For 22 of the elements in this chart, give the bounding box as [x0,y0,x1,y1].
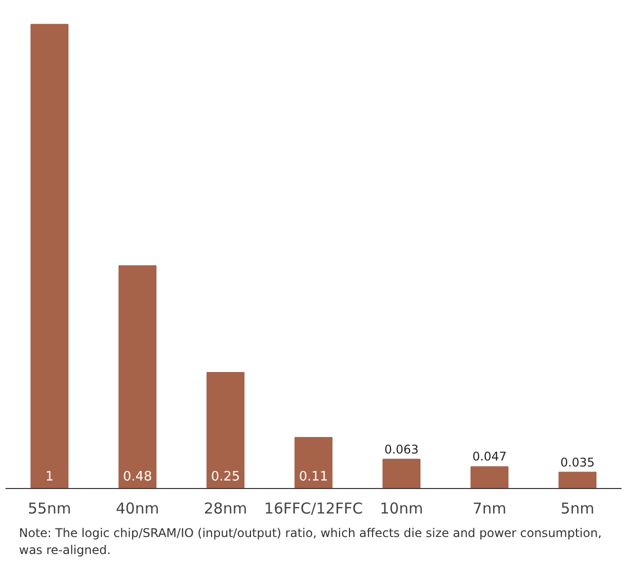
bar [558,472,596,488]
text: Note: The logic chip/SRAM/IO (input/output) ratio, which affects die size and power consumption, was re-aligned. [19,525,603,560]
x-tick-label: 10nm [380,500,424,518]
data-label: 0.48 [123,470,152,484]
x-tick-label: 5nm [560,500,594,518]
data-label: 1 [45,470,54,484]
x-tick-label: 16FFC/12FFC [264,500,363,518]
bar [470,466,508,488]
bar [118,265,156,488]
bar [382,458,420,488]
data-label: 0.25 [211,470,240,484]
x-tick-label: 55nm [28,500,72,518]
data-label: 0.063 [384,442,419,456]
data-label: 0.035 [560,455,595,470]
x-tick-label: 40nm [116,500,160,518]
x-tick-label: 7nm [472,500,506,518]
bar [294,436,332,488]
bar [206,372,244,488]
data-label: 0.11 [299,470,328,484]
x-tick-label: 28nm [204,500,248,518]
data-label: 0.047 [472,450,507,464]
bar [30,24,68,488]
